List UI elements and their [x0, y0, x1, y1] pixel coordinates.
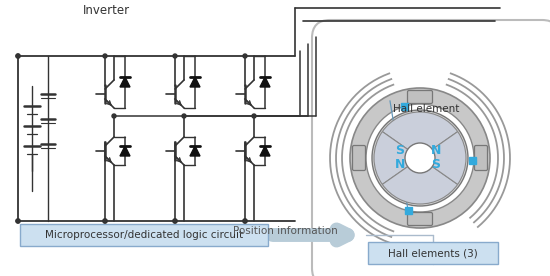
- FancyBboxPatch shape: [368, 242, 498, 264]
- FancyBboxPatch shape: [353, 145, 366, 171]
- Circle shape: [366, 104, 474, 212]
- Circle shape: [243, 219, 247, 223]
- Circle shape: [16, 54, 20, 58]
- Polygon shape: [120, 77, 130, 87]
- Circle shape: [372, 110, 468, 206]
- Bar: [469, 156, 476, 163]
- Wedge shape: [382, 158, 458, 204]
- Wedge shape: [420, 132, 466, 184]
- Circle shape: [112, 114, 116, 118]
- FancyBboxPatch shape: [408, 213, 432, 225]
- Circle shape: [182, 114, 186, 118]
- Text: N: N: [431, 145, 441, 158]
- FancyBboxPatch shape: [312, 20, 550, 276]
- Bar: [400, 102, 408, 110]
- Circle shape: [103, 219, 107, 223]
- FancyBboxPatch shape: [20, 224, 268, 246]
- Text: Hall elements (3): Hall elements (3): [388, 248, 478, 258]
- Text: S: S: [432, 158, 441, 171]
- Text: Inverter: Inverter: [83, 4, 130, 17]
- Circle shape: [350, 88, 490, 228]
- FancyBboxPatch shape: [408, 91, 432, 104]
- Polygon shape: [260, 146, 270, 156]
- Polygon shape: [190, 77, 200, 87]
- Text: Hall element: Hall element: [393, 104, 459, 114]
- Polygon shape: [120, 146, 130, 156]
- Circle shape: [103, 219, 107, 223]
- Circle shape: [243, 54, 247, 58]
- Text: S: S: [395, 145, 404, 158]
- Wedge shape: [382, 112, 458, 158]
- FancyBboxPatch shape: [475, 145, 487, 171]
- Circle shape: [252, 114, 256, 118]
- Circle shape: [103, 54, 107, 58]
- Wedge shape: [374, 132, 420, 184]
- Circle shape: [16, 219, 20, 223]
- Circle shape: [405, 143, 435, 173]
- Circle shape: [173, 219, 177, 223]
- Bar: [404, 206, 411, 214]
- Text: Microprocessor/dedicated logic circuit: Microprocessor/dedicated logic circuit: [45, 230, 243, 240]
- Polygon shape: [260, 77, 270, 87]
- Text: N: N: [395, 158, 405, 171]
- Circle shape: [16, 54, 20, 58]
- Circle shape: [173, 219, 177, 223]
- Text: Position information: Position information: [233, 226, 337, 236]
- Polygon shape: [190, 146, 200, 156]
- Circle shape: [16, 219, 20, 223]
- Circle shape: [243, 219, 247, 223]
- Circle shape: [173, 54, 177, 58]
